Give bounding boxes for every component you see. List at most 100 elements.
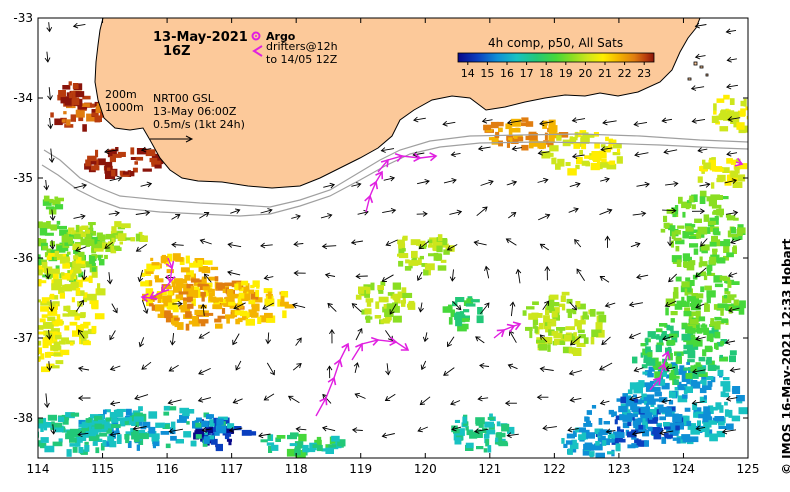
sst-pixel	[145, 280, 152, 287]
map-date: 13-May-2021	[153, 30, 248, 45]
sst-pixel	[59, 292, 65, 299]
sst-pixel	[424, 263, 435, 271]
sst-pixel	[70, 285, 79, 291]
current-vector	[569, 301, 577, 311]
sst-pixel	[80, 238, 87, 246]
sst-pixel	[561, 304, 566, 311]
current-vector	[602, 120, 617, 124]
sst-pixel	[687, 345, 695, 354]
sst-pixel	[38, 300, 39, 308]
sst-pixel	[24, 347, 27, 354]
current-vector-head	[604, 176, 610, 183]
sst-pixel	[618, 405, 628, 413]
sst-pixel	[52, 365, 60, 369]
current-vector-head	[354, 392, 360, 399]
sst-pixel	[400, 300, 406, 304]
sst-pixel	[717, 303, 728, 308]
current-vector-head	[695, 303, 701, 309]
current-vector	[512, 147, 522, 150]
drifter-chevron	[364, 194, 374, 204]
sst-pixel	[242, 312, 248, 321]
sst-pixel	[54, 118, 63, 126]
current-vector	[569, 370, 583, 375]
sst-pixel	[95, 447, 100, 454]
sst-pixel	[640, 352, 644, 358]
sst-pixel	[681, 296, 685, 304]
current-vector	[424, 332, 428, 342]
sst-pixel	[608, 433, 615, 439]
sst-pixel	[71, 97, 80, 105]
sst-pixel	[170, 435, 177, 441]
sst-pixel	[731, 234, 739, 241]
sst-pixel	[703, 406, 710, 415]
sst-pixel	[138, 231, 143, 238]
sst-pixel	[209, 419, 214, 424]
sst-pixel	[225, 314, 235, 319]
sst-pixel	[185, 255, 190, 264]
sst-pixel	[567, 168, 577, 176]
sst-pixel	[42, 262, 48, 268]
sst-pixel	[41, 366, 50, 373]
sst-pixel	[378, 290, 384, 294]
sst-pixel	[687, 359, 695, 363]
sst-pixel	[251, 312, 259, 318]
sst-pixel	[2, 245, 11, 250]
sst-pixel	[185, 311, 192, 318]
sst-pixel	[401, 302, 406, 307]
current-vectors-layer	[43, 22, 741, 439]
sst-pixel	[155, 304, 163, 308]
current-vector-head	[691, 399, 697, 406]
sst-pixel	[224, 433, 230, 440]
sst-pixel	[22, 355, 31, 362]
current-vector-head	[571, 117, 578, 123]
current-vector	[478, 397, 489, 400]
y-tick-label: -36	[13, 251, 33, 265]
sst-pixel	[723, 255, 729, 261]
sst-pixel	[28, 301, 37, 309]
sst-pixel	[578, 334, 586, 339]
sst-pixel	[284, 304, 295, 309]
sst-pixel	[365, 316, 373, 320]
sst-pixel	[455, 319, 463, 327]
sst-pixel	[87, 155, 97, 162]
sst-pixel	[94, 248, 104, 252]
sst-pixel	[134, 161, 138, 165]
drifter-track	[365, 171, 383, 213]
sst-pixel	[125, 408, 132, 416]
current-vector-head	[326, 365, 333, 371]
sst-pixel	[691, 204, 696, 210]
sst-pixel	[398, 253, 409, 259]
sst-pixel	[48, 207, 57, 215]
sst-pixel	[494, 439, 502, 445]
current-vector	[352, 429, 363, 431]
current-vector	[475, 336, 485, 344]
sst-pixel	[726, 252, 734, 258]
current-vector	[726, 152, 738, 155]
sst-pixel	[157, 299, 162, 303]
sst-pixel	[282, 291, 289, 298]
current-vector-head	[628, 301, 635, 308]
sst-pixel	[28, 305, 37, 310]
current-vector	[572, 118, 586, 122]
current-vector-head	[633, 366, 640, 373]
sst-pixel	[198, 266, 208, 272]
current-vector-head	[140, 146, 147, 153]
sst-pixel	[160, 256, 168, 263]
sst-pixel	[724, 409, 729, 417]
current-vector-head	[705, 181, 711, 188]
sst-pixel	[245, 318, 255, 326]
sst-pixel	[187, 296, 193, 302]
sst-pixel	[402, 296, 406, 304]
sst-pixel	[39, 228, 48, 236]
current-vector	[417, 271, 423, 281]
sst-pixel	[195, 434, 202, 439]
sst-pixel	[556, 135, 562, 141]
sst-pixel	[465, 442, 474, 449]
sst-pixel	[38, 269, 43, 276]
sst-pixel	[84, 233, 92, 240]
sst-pixel	[595, 322, 603, 330]
sst-pixel	[65, 412, 75, 419]
sst-pixel	[722, 295, 732, 304]
sst-pixel	[497, 440, 508, 446]
current-vector-head	[600, 146, 606, 152]
